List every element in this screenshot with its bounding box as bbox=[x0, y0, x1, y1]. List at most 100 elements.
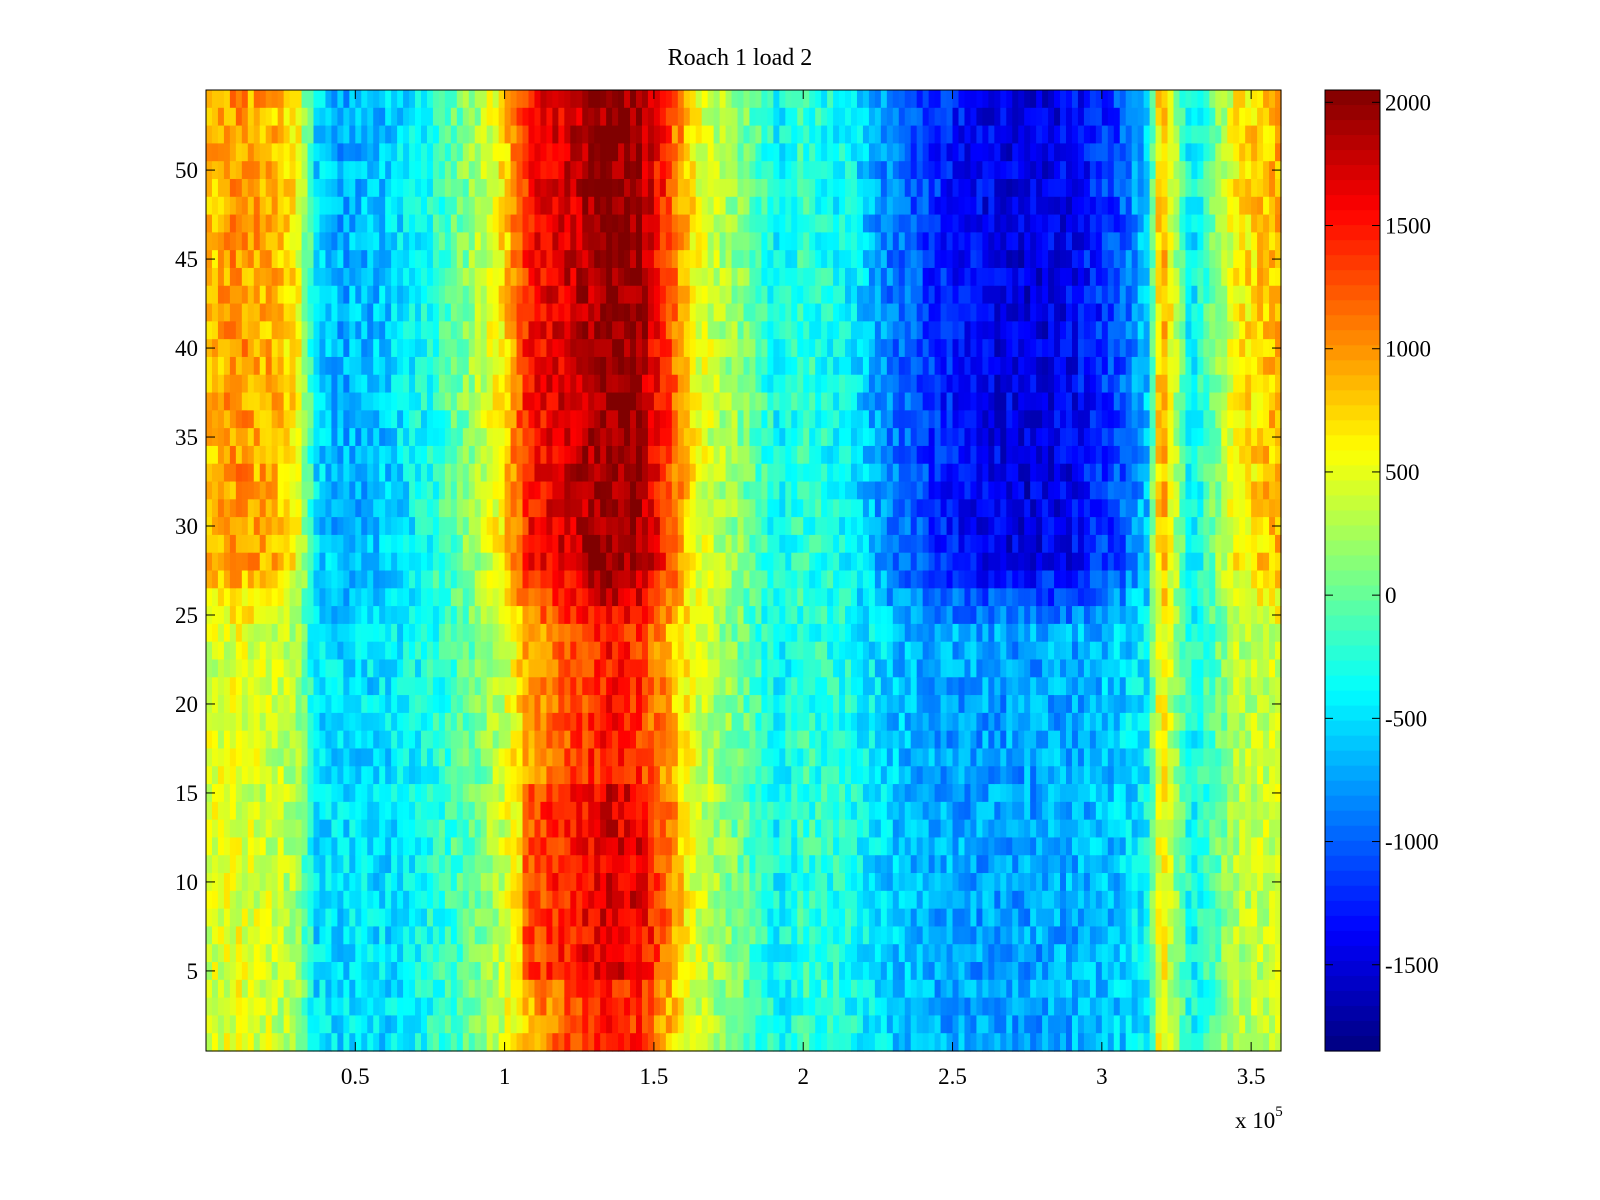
heatmap-cell bbox=[498, 107, 506, 127]
heatmap-cell bbox=[217, 677, 225, 696]
heatmap-cell bbox=[438, 517, 446, 536]
heatmap-cell bbox=[683, 623, 691, 643]
heatmap-cell bbox=[677, 623, 685, 643]
heatmap-cell bbox=[594, 499, 601, 518]
heatmap-cell bbox=[462, 784, 470, 803]
heatmap-cell bbox=[259, 606, 267, 625]
heatmap-cell bbox=[438, 410, 446, 429]
heatmap-cell bbox=[707, 552, 715, 572]
heatmap-cell bbox=[206, 321, 213, 340]
heatmap-cell bbox=[289, 125, 297, 144]
heatmap-cell bbox=[630, 463, 637, 483]
heatmap-cell bbox=[367, 534, 374, 554]
heatmap-cell bbox=[516, 766, 524, 785]
heatmap-cell bbox=[600, 392, 607, 411]
heatmap-cell bbox=[582, 979, 589, 999]
heatmap-cell bbox=[671, 178, 679, 198]
heatmap-cell bbox=[295, 428, 303, 447]
heatmap-cell bbox=[259, 178, 267, 198]
heatmap-cell bbox=[247, 303, 255, 322]
heatmap-cell bbox=[707, 748, 715, 767]
heatmap-cell bbox=[331, 445, 338, 465]
heatmap-cell bbox=[253, 214, 261, 233]
heatmap-cell bbox=[731, 944, 739, 963]
heatmap-cell bbox=[331, 499, 338, 518]
heatmap-cell bbox=[576, 552, 583, 572]
heatmap-cell bbox=[325, 962, 333, 981]
heatmap-cell bbox=[689, 125, 697, 144]
heatmap-cell bbox=[385, 926, 392, 945]
heatmap-cell bbox=[665, 695, 673, 714]
heatmap-cell bbox=[313, 232, 321, 251]
heatmap-cell bbox=[337, 873, 344, 892]
heatmap-cell bbox=[211, 677, 219, 696]
heatmap-cell bbox=[564, 855, 571, 874]
heatmap-cell bbox=[295, 107, 303, 127]
heatmap-cell bbox=[564, 303, 571, 322]
heatmap-cell bbox=[486, 232, 494, 251]
heatmap-cell bbox=[540, 125, 548, 144]
heatmap-cell bbox=[618, 232, 625, 251]
heatmap-cell bbox=[480, 659, 488, 678]
heatmap-cell bbox=[749, 552, 757, 572]
heatmap-cell bbox=[683, 552, 691, 572]
heatmap-cell bbox=[588, 1033, 595, 1052]
heatmap-cell bbox=[307, 250, 315, 269]
heatmap-cell bbox=[522, 659, 530, 678]
heatmap-cell bbox=[307, 873, 315, 892]
heatmap-cell bbox=[397, 588, 404, 607]
heatmap-cell bbox=[355, 695, 362, 714]
heatmap-cell bbox=[624, 588, 631, 607]
heatmap-cell bbox=[283, 517, 291, 536]
heatmap-cell bbox=[211, 445, 219, 465]
heatmap-cell bbox=[259, 267, 267, 287]
heatmap-cell bbox=[731, 267, 739, 287]
heatmap-cell bbox=[247, 321, 255, 340]
heatmap-cell bbox=[701, 534, 709, 554]
heatmap-cell bbox=[217, 499, 225, 518]
heatmap-cell bbox=[361, 784, 368, 803]
heatmap-cell bbox=[444, 410, 452, 429]
heatmap-cell bbox=[379, 944, 386, 963]
heatmap-cell bbox=[349, 712, 356, 732]
heatmap-cell bbox=[558, 321, 565, 340]
heatmap-cell bbox=[522, 285, 530, 305]
heatmap-cell bbox=[546, 659, 553, 678]
heatmap-cell bbox=[582, 748, 589, 767]
heatmap-cell bbox=[659, 161, 667, 180]
heatmap-cell bbox=[600, 90, 607, 109]
heatmap-cell bbox=[349, 392, 356, 411]
heatmap-cell bbox=[283, 695, 291, 714]
heatmap-cell bbox=[516, 481, 524, 500]
heatmap-cell bbox=[719, 428, 727, 447]
heatmap-cell bbox=[253, 890, 261, 910]
heatmap-cell bbox=[564, 677, 571, 696]
heatmap-cell bbox=[689, 873, 697, 892]
heatmap-cell bbox=[361, 926, 368, 945]
heatmap-cell bbox=[540, 428, 548, 447]
heatmap-cell bbox=[540, 855, 548, 874]
heatmap-cell bbox=[695, 873, 703, 892]
heatmap-cell bbox=[355, 321, 362, 340]
heatmap-cell bbox=[391, 695, 398, 714]
heatmap-cell bbox=[438, 855, 446, 874]
heatmap-cell bbox=[247, 339, 255, 358]
heatmap-cell bbox=[217, 997, 225, 1017]
heatmap-cell bbox=[391, 730, 398, 750]
heatmap-cell bbox=[630, 819, 637, 839]
heatmap-cell bbox=[432, 161, 440, 180]
heatmap-cell bbox=[331, 339, 338, 358]
heatmap-cell bbox=[319, 410, 327, 429]
heatmap-cell bbox=[671, 997, 679, 1017]
heatmap-cell bbox=[594, 250, 601, 269]
heatmap-cell bbox=[689, 748, 697, 767]
heatmap-cell bbox=[588, 232, 595, 251]
heatmap-cell bbox=[259, 819, 267, 839]
heatmap-cell bbox=[397, 90, 404, 109]
heatmap-cell bbox=[719, 890, 727, 910]
heatmap-cell bbox=[409, 962, 416, 981]
heatmap-cell bbox=[606, 178, 613, 198]
heatmap-cell bbox=[677, 926, 685, 945]
heatmap-cell bbox=[313, 606, 321, 625]
heatmap-cell bbox=[659, 873, 667, 892]
